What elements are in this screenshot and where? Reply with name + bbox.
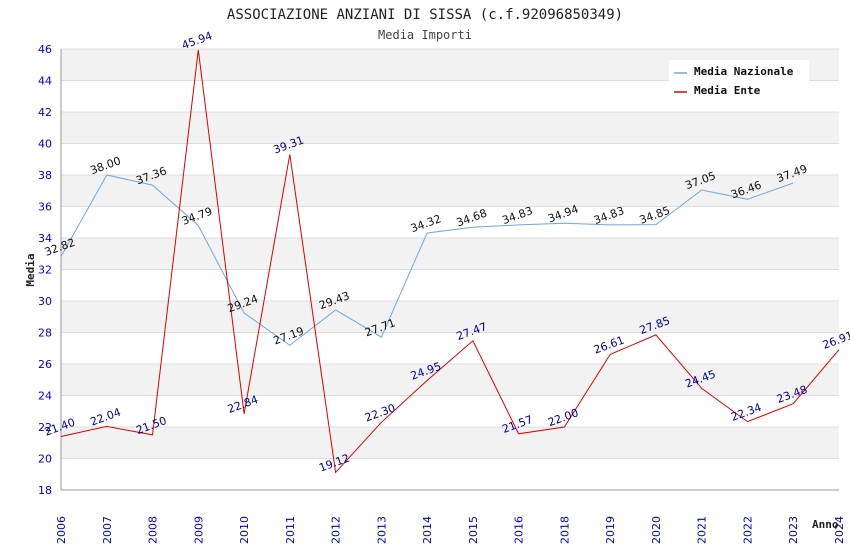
plot-band	[61, 238, 839, 270]
data-label-ente: 22.84	[226, 393, 260, 416]
plot-band	[61, 112, 839, 144]
data-label-ente: 22.30	[363, 401, 397, 424]
y-tick-label: 28	[38, 327, 52, 340]
data-label-nazionale: 34.83	[500, 204, 534, 227]
y-tick-label: 44	[38, 75, 52, 88]
x-tick-labels: 2006 2007 2008 2009 2010 2011 2012 2013 2014 2015…	[55, 516, 846, 544]
x-tick-label: 2011	[284, 516, 297, 544]
chart-title: ASSOCIAZIONE ANZIANI DI SISSA (c.f.92096…	[227, 7, 623, 23]
x-tick-label: 2015	[467, 516, 480, 544]
x-tick-label: 2013	[375, 516, 388, 544]
series-lines	[60, 49, 840, 474]
x-tick-label: 2024	[833, 516, 846, 544]
x-tick-label: 2008	[147, 516, 160, 544]
chart-subtitle: Media Importi	[378, 28, 472, 42]
x-tick-label: 2018	[558, 516, 571, 544]
y-tick-label: 20	[38, 453, 52, 466]
data-label-nazionale: 34.85	[638, 204, 672, 227]
x-tick-label: 2020	[650, 516, 663, 544]
y-tick-label: 18	[38, 484, 52, 497]
data-label-ente: 22.00	[546, 406, 580, 429]
x-tick-label: 2016	[513, 516, 526, 544]
data-label-nazionale: 34.83	[592, 204, 626, 227]
x-tick-label: 2022	[741, 516, 754, 544]
y-tick-label: 32	[38, 264, 52, 277]
x-tick-label: 2006	[55, 516, 68, 544]
y-tick-label: 26	[38, 358, 52, 371]
y-tick-label: 36	[38, 201, 52, 214]
x-tick-label: 2007	[101, 516, 114, 544]
plot-band	[61, 364, 839, 396]
y-tick-label: 34	[38, 232, 52, 245]
legend-box	[669, 60, 809, 102]
data-label-nazionale: 34.68	[455, 207, 489, 230]
y-tick-label: 42	[38, 106, 52, 119]
x-tick-label: 2012	[330, 516, 343, 544]
legend: Media Nazionale Media Ente	[669, 60, 809, 102]
data-label-nazionale: 38.00	[89, 154, 123, 177]
x-tick-label: 2023	[787, 516, 800, 544]
y-axis-label: Media	[24, 253, 37, 286]
x-tick-label: 2010	[238, 516, 251, 544]
y-tick-labels: 18 20 22 24 26 28 30 32 34 36 38 40 42 44 46	[38, 43, 52, 497]
series-line-ente	[60, 49, 840, 474]
data-label-ente: 22.04	[89, 406, 123, 429]
plot-band	[61, 427, 839, 459]
plot-band	[61, 175, 839, 207]
plot-bands	[61, 49, 839, 459]
legend-label-ente: Media Ente	[694, 84, 761, 97]
x-tick-label: 2014	[421, 516, 434, 544]
x-tick-label: 2009	[192, 516, 205, 544]
grid-lines	[61, 48, 839, 491]
legend-label-nazionale: Media Nazionale	[694, 65, 794, 78]
y-tick-label: 22	[38, 421, 52, 434]
y-tick-label: 30	[38, 295, 52, 308]
series-line-nazionale	[60, 174, 794, 346]
y-tick-label: 46	[38, 43, 52, 56]
data-label-ente: 26.61	[592, 334, 626, 357]
plot-band	[61, 301, 839, 333]
y-tick-label: 40	[38, 138, 52, 151]
y-tick-label: 24	[38, 390, 52, 403]
x-tick-label: 2019	[604, 516, 617, 544]
x-tick-label: 2021	[696, 516, 709, 544]
x-axis-label: Anno	[812, 518, 839, 531]
y-tick-label: 38	[38, 169, 52, 182]
